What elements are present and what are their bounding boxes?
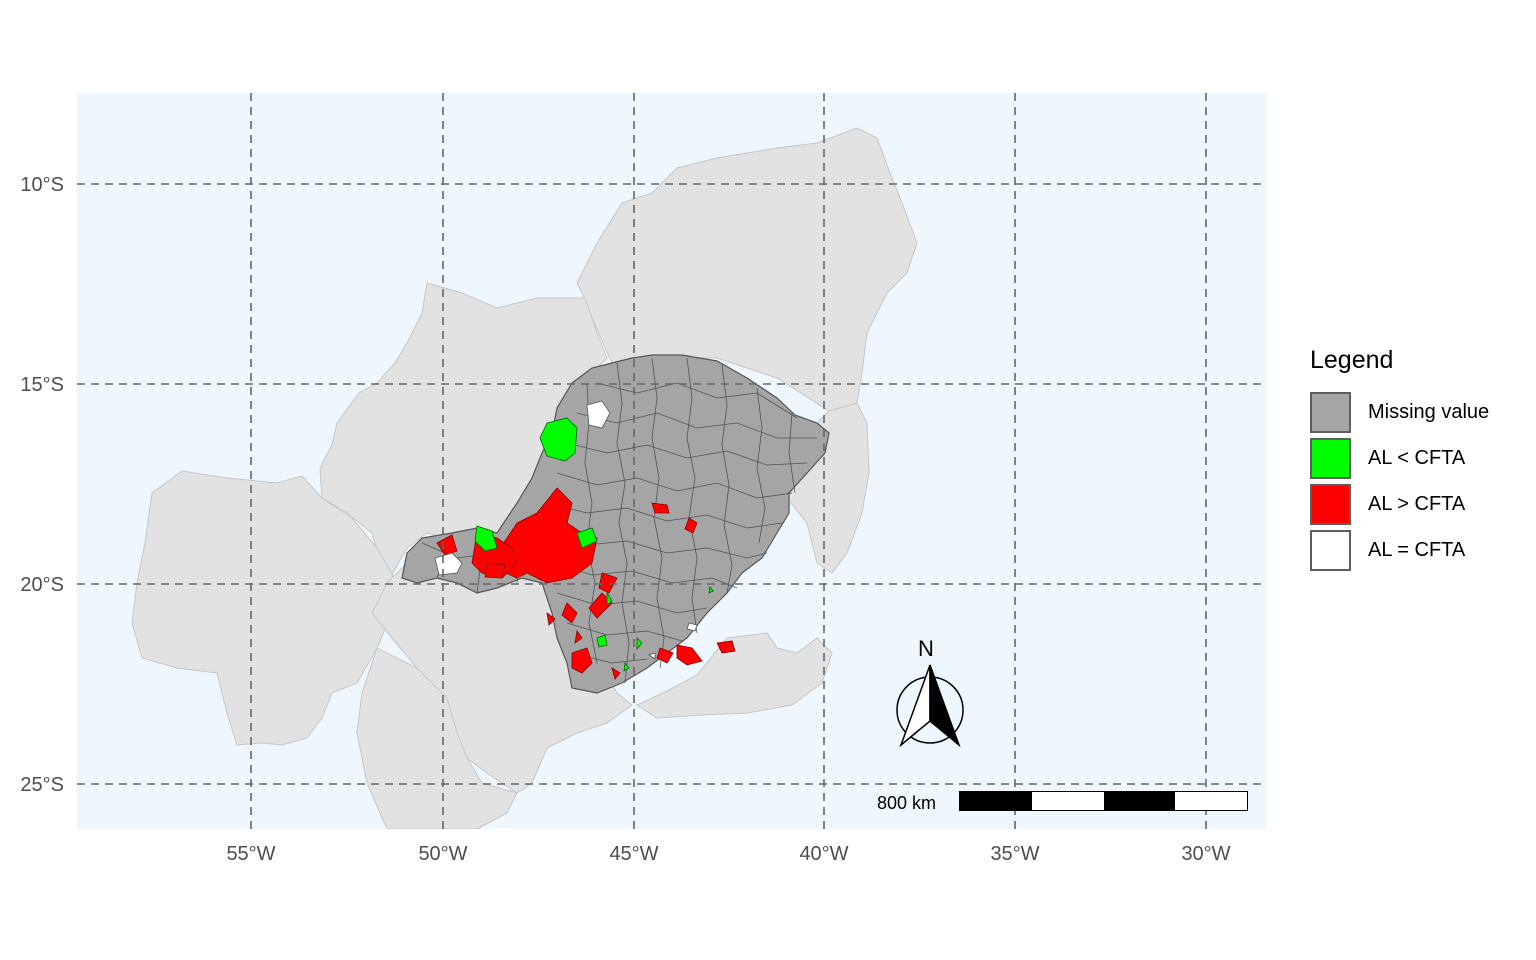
legend-label: AL > CFTA <box>1368 492 1466 515</box>
scale-segment <box>1103 792 1176 810</box>
y-tick-15s: 15°S <box>20 374 64 396</box>
municipalities-lt <box>474 417 714 672</box>
north-arrow-icon <box>896 664 964 748</box>
legend-item-gt: AL > CFTA <box>1310 481 1489 527</box>
x-tick-45w: 45°W <box>609 843 659 865</box>
legend-item-eq: AL = CFTA <box>1310 527 1489 573</box>
state-ms <box>131 470 398 746</box>
municipalities-eq <box>434 400 698 660</box>
legend-label: Missing value <box>1368 400 1490 423</box>
y-tick-20s: 20°S <box>20 574 64 596</box>
minas-gerais <box>401 354 830 694</box>
state-mg <box>401 354 830 694</box>
legend-swatch <box>1310 391 1351 433</box>
x-tick-55w: 55°W <box>226 843 276 865</box>
legend-title: Legend <box>1310 346 1394 374</box>
scale-segment <box>1031 792 1104 810</box>
x-tick-50w: 50°W <box>418 843 468 865</box>
legend-label: AL = CFTA <box>1368 538 1466 561</box>
scale-segment <box>1175 792 1247 810</box>
x-tick-40w: 40°W <box>799 843 849 865</box>
scale-bar <box>959 791 1248 811</box>
legend-item-missing: Missing value <box>1310 389 1489 435</box>
x-tick-30w: 30°W <box>1181 843 1231 865</box>
x-tick-35w: 35°W <box>990 843 1040 865</box>
map-panel <box>77 93 1266 829</box>
legend-label: AL < CFTA <box>1368 446 1466 469</box>
state-rj <box>635 632 833 719</box>
y-tick-10s: 10°S <box>20 174 64 196</box>
legend-swatch <box>1310 529 1351 571</box>
municipalities-gt <box>436 487 736 680</box>
scale-bar-label: 800 km <box>877 793 937 813</box>
legend: Legend Missing value AL < CFTA AL > CFTA… <box>1310 346 1489 573</box>
map-canvas <box>77 93 1266 829</box>
legend-item-lt: AL < CFTA <box>1310 435 1489 481</box>
legend-swatch <box>1310 483 1351 525</box>
legend-swatch <box>1310 437 1351 479</box>
y-tick-25s: 25°S <box>20 774 64 796</box>
north-label: N <box>918 636 934 661</box>
scale-segment <box>960 792 1032 810</box>
graticule <box>77 93 1266 829</box>
